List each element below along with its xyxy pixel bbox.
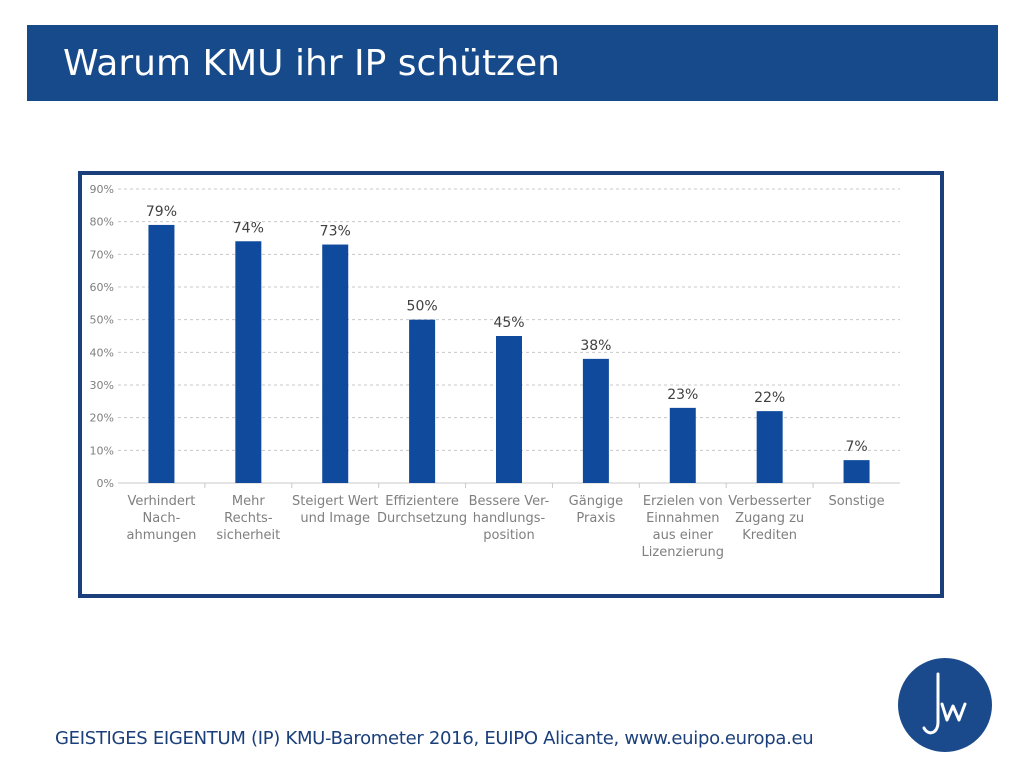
y-tick-label: 30% (90, 379, 114, 392)
x-tick-label: Lizenzierung (642, 545, 724, 560)
x-tick-label: Einnahmen (646, 511, 719, 526)
bar (756, 411, 783, 483)
x-tick-label: Zugang zu (735, 511, 804, 526)
y-tick-label: 50% (90, 314, 114, 327)
y-tick-label: 80% (90, 216, 114, 229)
x-tick-label: Gängige (569, 494, 623, 509)
bar-chart: 0% 10% 20% 30% 40% 50% 60% 70% 80% 90% 79% Verhinde… (90, 183, 900, 560)
data-label: 50% (407, 299, 438, 315)
x-tick-label: Sonstige (828, 494, 884, 509)
bar (409, 319, 436, 483)
y-tick-label: 40% (90, 346, 114, 359)
x-tick-label: aus einer (653, 528, 714, 543)
page-title: Warum KMU ihr IP schützen (63, 42, 560, 84)
bar (322, 244, 349, 483)
x-tick-label: Bessere Ver- (469, 494, 550, 509)
x-tick-label: Effizientere (385, 494, 459, 509)
x-tick-label: sicherheit (216, 528, 280, 543)
y-tick-label: 70% (90, 248, 114, 261)
data-label: 23% (667, 387, 698, 403)
y-tick-label: 60% (90, 281, 114, 294)
x-tick-label: Rechts- (224, 511, 273, 526)
chart-frame: 0% 10% 20% 30% 40% 50% 60% 70% 80% 90% 79% Verhinde… (78, 171, 944, 598)
data-label: 74% (233, 220, 264, 236)
title-bar: Warum KMU ihr IP schützen (27, 25, 998, 101)
x-tick-label: Erzielen von (643, 494, 723, 509)
bar (148, 224, 175, 483)
data-label: 45% (493, 315, 524, 331)
x-tick-label: Steigert Wert (292, 494, 378, 509)
x-tick-label: Verhindert (128, 494, 196, 509)
bar (843, 460, 870, 483)
x-tick-label: position (483, 528, 535, 543)
x-tick-label: und Image (300, 511, 370, 526)
x-tick-label: handlungs- (473, 511, 546, 526)
x-tick-label: Krediten (742, 528, 797, 543)
y-tick-label: 0% (97, 477, 114, 490)
x-tick-label: Verbesserter (728, 494, 811, 509)
bar (669, 407, 696, 483)
x-tick-label: Durchsetzung (377, 511, 467, 526)
x-tick-label: ahmungen (127, 528, 197, 543)
x-tick-label: Mehr (232, 494, 265, 509)
y-tick-label: 10% (90, 444, 114, 457)
bar (235, 241, 262, 483)
y-tick-label: 90% (90, 183, 114, 196)
x-tick-label: Nach- (143, 511, 181, 526)
y-tick-label: 20% (90, 412, 114, 425)
data-label: 22% (754, 390, 785, 406)
bar (496, 336, 522, 483)
data-label: 38% (580, 338, 611, 354)
data-label: 73% (320, 224, 351, 240)
jw-monogram-logo-icon (922, 672, 967, 735)
jw-logo (898, 658, 992, 752)
data-label: 79% (146, 204, 177, 220)
x-tick-label: Praxis (576, 511, 615, 526)
data-label: 7% (845, 439, 867, 455)
source-footer: GEISTIGES EIGENTUM (IP) KMU-Barometer 20… (55, 728, 814, 749)
bar (582, 358, 609, 483)
